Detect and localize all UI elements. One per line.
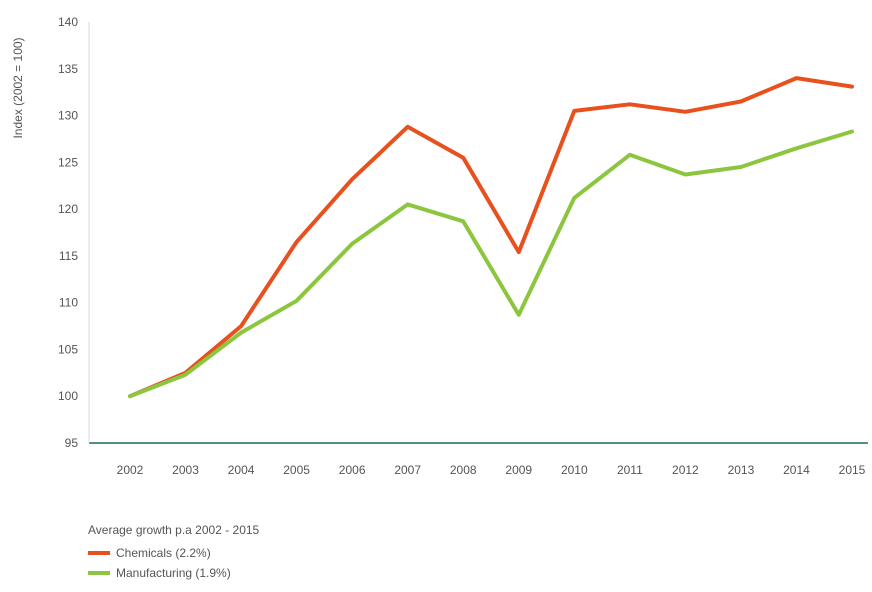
legend-swatch-chemicals	[88, 551, 110, 555]
series-line-manufacturing	[128, 129, 854, 399]
y-tick-label: 120	[58, 202, 78, 216]
x-tick-label: 2014	[783, 463, 810, 477]
legend-item-chemicals: Chemicals (2.2%)	[88, 543, 259, 563]
y-axis-label-group: Index (2002 = 100)	[11, 37, 25, 138]
legend-label-manufacturing: Manufacturing (1.9%)	[116, 566, 231, 580]
x-tick-label: 2003	[172, 463, 199, 477]
y-tick-label: 140	[58, 15, 78, 29]
y-tick-label: 105	[58, 342, 78, 356]
x-tick-label: 2002	[117, 463, 144, 477]
y-axis-label: Index (2002 = 100)	[11, 37, 25, 138]
x-tick-label: 2007	[394, 463, 421, 477]
x-axis-ticks: 2002 2003 2004 2005 2006 2007 2008 2009 2010 2011…	[117, 463, 866, 477]
y-tick-label: 110	[59, 296, 78, 310]
y-tick-label: 100	[58, 389, 78, 403]
y-tick-label: 95	[65, 436, 79, 450]
y-tick-label: 130	[58, 109, 78, 123]
x-tick-label: 2004	[228, 463, 255, 477]
series-lines	[128, 76, 854, 399]
series-line-chemicals	[128, 76, 854, 399]
line-chart: Index (2002 = 100) 95 100 105 110 115 120 125 1…	[11, 15, 868, 477]
legend-swatch-manufacturing	[88, 571, 110, 575]
x-tick-label: 2013	[728, 463, 755, 477]
x-tick-label: 2011	[617, 463, 643, 477]
x-tick-label: 2012	[672, 463, 699, 477]
x-tick-label: 2008	[450, 463, 477, 477]
x-tick-label: 2005	[283, 463, 310, 477]
x-tick-label: 2015	[839, 463, 866, 477]
legend: Average growth p.a 2002 - 2015 Chemicals…	[88, 523, 259, 583]
legend-item-manufacturing: Manufacturing (1.9%)	[88, 563, 259, 583]
y-tick-label: 135	[58, 62, 78, 76]
y-tick-label: 125	[58, 155, 78, 169]
legend-title: Average growth p.a 2002 - 2015	[88, 523, 260, 537]
x-tick-label: 2006	[339, 463, 366, 477]
x-tick-label: 2009	[505, 463, 532, 477]
y-tick-label: 115	[59, 249, 78, 263]
x-tick-label: 2010	[561, 463, 588, 477]
legend-label-chemicals: Chemicals (2.2%)	[116, 546, 211, 560]
y-axis-ticks: 95 100 105 110 115 120 125 130 135 140	[58, 15, 78, 450]
